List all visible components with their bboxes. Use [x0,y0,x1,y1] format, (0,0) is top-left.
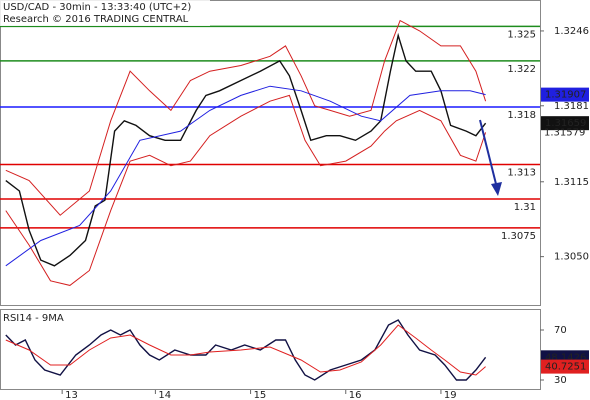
last-value-box [541,116,589,131]
x-tick-label: 15 [254,390,267,400]
last-value-box [541,359,589,374]
last-value-box [541,87,589,102]
level-label-bg [504,108,538,121]
series-line [5,32,487,267]
level-label-bg [504,166,538,179]
y-tick-label: 1.3115 [554,177,589,188]
level-label-bg [504,229,538,242]
y-tick-label: 1.3050 [554,252,589,263]
level-label: 1.313 [507,168,536,179]
level-label-bg [504,201,538,214]
chart-subtitle: Research © 2016 TRADING CENTRAL [3,14,189,25]
series-line [5,19,487,216]
last-value-label: 1.31659 [545,118,586,129]
level-label-bg [504,28,538,41]
last-value-label: 1.31579 [544,127,585,138]
level-label: 1.325 [507,29,536,40]
series-line [5,94,487,286]
y-tick-label: 30 [554,375,567,386]
x-tick-label: 13 [65,390,78,400]
level-label: 1.322 [507,64,536,75]
last-value-label: 40.7251 [545,362,586,373]
rsi-panel [0,309,541,390]
series-line [5,319,487,381]
series-line [5,324,486,376]
level-label: 1.318 [507,110,536,121]
last-value-label: 48.1426 [545,352,586,363]
x-tick-label: 16 [349,390,362,400]
series-line [5,85,486,267]
projection-arrowhead [491,182,502,196]
rsi-title: RSI14 - 9MA [3,313,64,324]
title-backdrop [0,0,210,26]
plot-layer [0,19,540,381]
last-value-label: 1.31907 [545,90,586,101]
y-tick-label: 1.3181 [554,101,589,112]
level-label: 1.3075 [501,231,536,242]
level-label: 1.31 [514,202,536,213]
y-tick-label: 70 [554,325,567,336]
chart-title: USD/CAD - 30min - 13:33:40 (UTC+2) [3,2,191,13]
x-tick-label: 14 [158,390,171,400]
y-tick-label: 1.3246 [554,26,589,37]
level-label-bg [504,62,538,75]
price-panel [0,0,541,306]
projection-arrow [479,119,498,189]
x-tick-label: 19 [444,390,457,400]
